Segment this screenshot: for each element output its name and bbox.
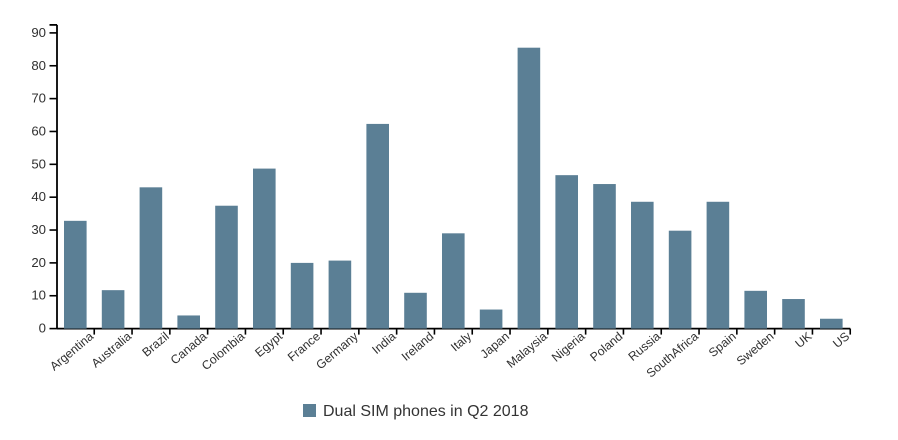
svg-text:80: 80 [31,58,46,73]
svg-text:40: 40 [31,189,46,204]
svg-text:50: 50 [31,156,46,171]
svg-text:20: 20 [31,255,46,270]
svg-text:10: 10 [31,288,46,303]
svg-text:90: 90 [31,25,46,40]
svg-text:60: 60 [31,123,46,138]
svg-text:70: 70 [31,91,46,106]
svg-text:30: 30 [31,222,46,237]
svg-text:0: 0 [39,321,46,336]
